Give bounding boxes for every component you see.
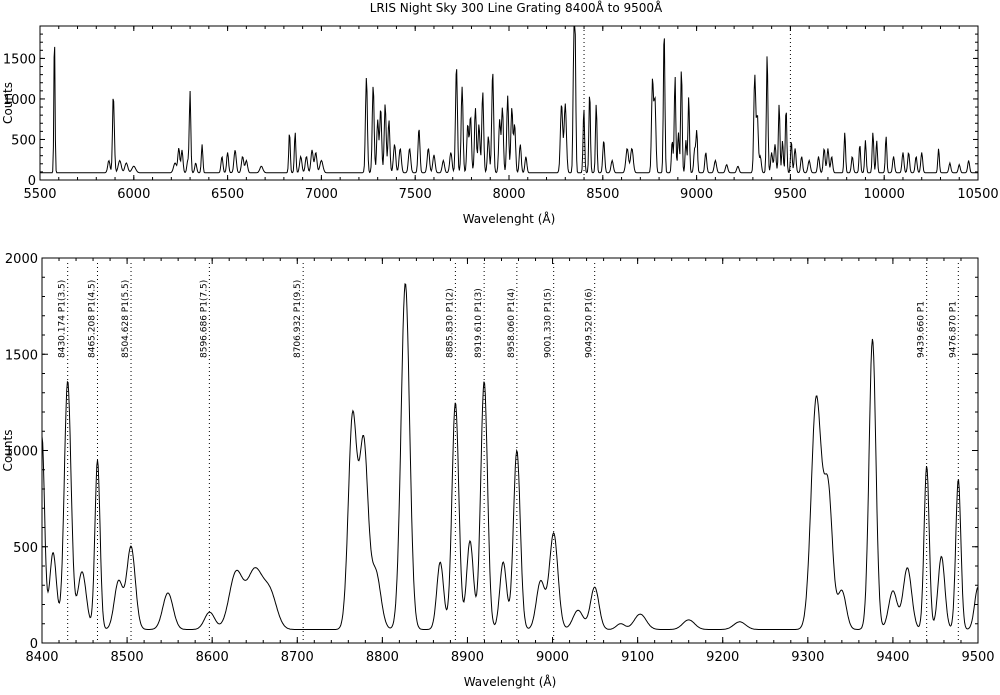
y-tick-label: 1500: [3, 52, 36, 67]
line-label-0: 8430.174 P1(3.5): [58, 280, 68, 358]
x-axis-label: Wavelenght (Å): [464, 674, 557, 689]
x-tick-label: 8400: [25, 650, 58, 665]
x-tick-label: 7500: [399, 187, 432, 202]
bottom-spectrum-panel: 8430.174 P1(3.5) 8465.208 P1(4.5) 8504.628…: [1, 252, 995, 689]
y-tick-label: 500: [11, 133, 36, 148]
line-label-5: 8885.830 P1(2): [445, 288, 455, 358]
x-tick-label: 8500: [111, 650, 144, 665]
line-label-10: 9439.660 P1: [917, 301, 927, 358]
x-tick-label: 6000: [117, 187, 150, 202]
line-label-11: 9476.870 P1: [948, 301, 958, 358]
x-tick-label: 8800: [366, 650, 399, 665]
x-tick-label: 8600: [196, 650, 229, 665]
x-tick-label: 8700: [281, 650, 314, 665]
line-label-4: 8706.932 P1(9.5): [293, 280, 303, 358]
x-tick-label: 8900: [451, 650, 484, 665]
x-tick-label: 8500: [586, 187, 619, 202]
line-label-1: 8465.208 P1(4.5): [87, 280, 97, 358]
x-tick-label: 8000: [492, 187, 525, 202]
x-tick-label: 9000: [536, 650, 569, 665]
line-label-2: 8504.628 P1(5.5): [121, 280, 131, 358]
x-tick-label: 9500: [961, 650, 994, 665]
x-tick-label: 10500: [957, 187, 998, 202]
y-tick-label: 1000: [5, 445, 38, 460]
x-tick-label: 9100: [621, 650, 654, 665]
line-label-3: 8596.686 P1(7.5): [199, 280, 209, 358]
x-tick-label: 10000: [864, 187, 905, 202]
y-tick-label: 1500: [5, 348, 38, 363]
line-label-6: 8919.610 P1(3): [474, 288, 484, 358]
line-label-8: 9001.330 P1(5): [544, 288, 554, 358]
spectrum-line: [40, 26, 978, 174]
x-tick-label: 9400: [876, 650, 909, 665]
y-tick-label: 500: [13, 541, 38, 556]
x-tick-label: 9500: [774, 187, 807, 202]
line-label-9: 9049.520 P1(6): [585, 288, 595, 358]
x-tick-label: 9200: [706, 650, 739, 665]
y-tick-label: 0: [28, 174, 36, 189]
x-tick-label: 7000: [305, 187, 338, 202]
y-tick-label: 1000: [3, 93, 36, 108]
x-tick-label: 6500: [211, 187, 244, 202]
y-axis-label: Counts: [1, 82, 15, 124]
y-axis-label: Counts: [1, 430, 15, 472]
spectrum-line: [41, 283, 979, 630]
x-tick-label: 9300: [791, 650, 824, 665]
y-tick-label: 0: [30, 637, 38, 652]
x-tick-label: 9000: [680, 187, 713, 202]
x-tick-label: 5500: [23, 187, 56, 202]
top-spectrum-panel: 5500 6000 6500 7000 7500 8000 8500 9000 9500 1000…: [1, 25, 999, 226]
y-tick-label: 2000: [5, 252, 38, 267]
top-chart-title: LRIS Night Sky 300 Line Grating 8400Å to…: [370, 0, 663, 15]
line-label-7: 8958.060 P1(4): [507, 288, 517, 358]
x-axis-label: Wavelenght (Å): [463, 211, 556, 226]
